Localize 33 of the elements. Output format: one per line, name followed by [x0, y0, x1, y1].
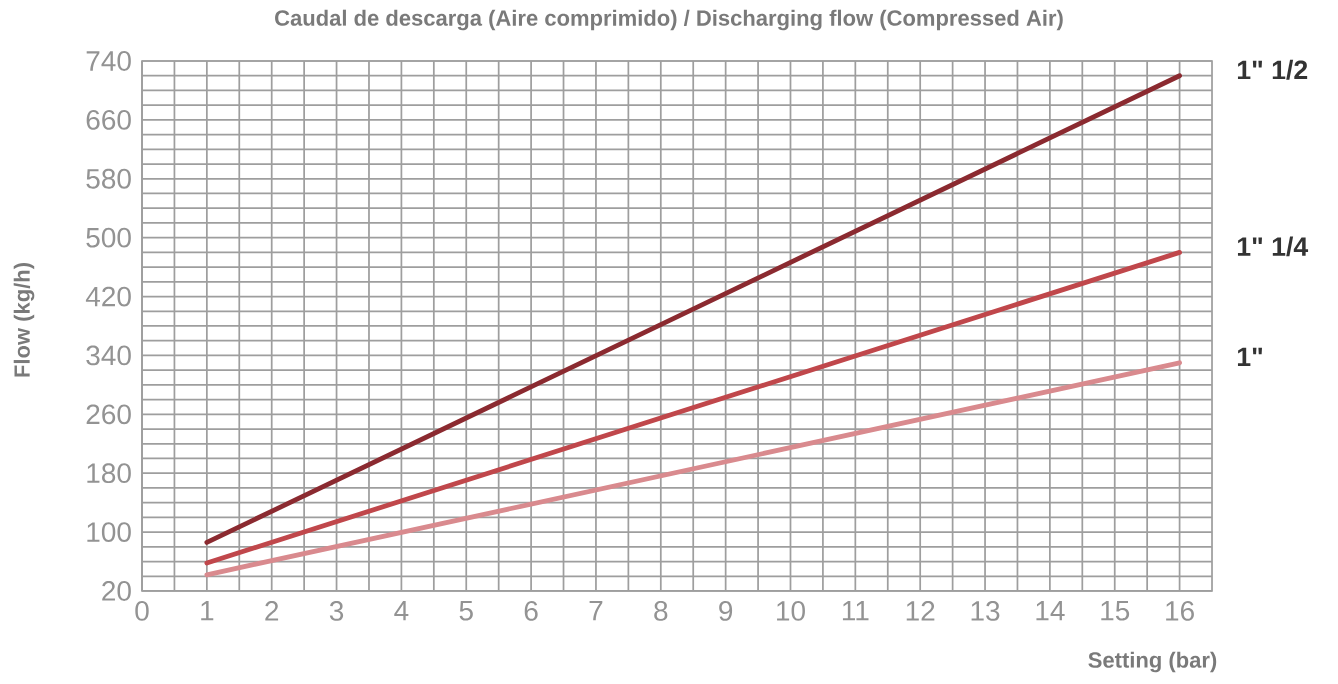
x-tick-label: 4 — [394, 601, 409, 621]
x-tick-label: 16 — [1166, 601, 1194, 621]
text: 1" 1/4 — [1237, 236, 1309, 257]
y-tick-label: 260 — [86, 404, 131, 425]
x-tick-label: 13 — [971, 601, 1000, 621]
x-tick-label: 14 — [1036, 601, 1065, 621]
y-axis-title: Flow (kg/h) — [13, 263, 35, 377]
y-tick-label: 740 — [86, 51, 131, 71]
x-tick-label: 8 — [654, 601, 668, 621]
y-tick-label: 180 — [87, 463, 131, 484]
x-tick-label: 3 — [329, 601, 344, 621]
text: 1" — [1237, 347, 1262, 366]
x-tick-label: 11 — [842, 601, 869, 621]
x-tick-label: 9 — [719, 601, 733, 621]
x-tick-label: 6 — [524, 601, 538, 621]
y-tick-label: 420 — [85, 286, 131, 307]
y-tick-label: 340 — [86, 345, 131, 366]
y-tick-label: 660 — [86, 109, 131, 130]
y-tick-label: 100 — [87, 522, 131, 543]
y-tick-label: 20 — [102, 581, 131, 601]
x-tick-label: 10 — [777, 601, 805, 621]
x-axis-title: Setting (bar) — [1088, 651, 1217, 673]
x-tick-label: 7 — [589, 601, 603, 621]
x-tick-label: 12 — [906, 601, 935, 621]
x-tick-label: 0 — [135, 601, 149, 621]
y-tick-label: 500 — [86, 227, 131, 248]
y-tick-label: 580 — [86, 168, 131, 189]
chart-title: Caudal de descarga (Aire comprimido) / Discharging flow (Compressed Air) — [275, 9, 1063, 31]
text: 1" 1/2 — [1237, 59, 1308, 80]
x-tick-label: 2 — [265, 601, 279, 621]
x-tick-label: 1 — [201, 601, 214, 621]
x-tick-label: 5 — [459, 601, 473, 621]
x-tick-label: 15 — [1101, 601, 1130, 621]
